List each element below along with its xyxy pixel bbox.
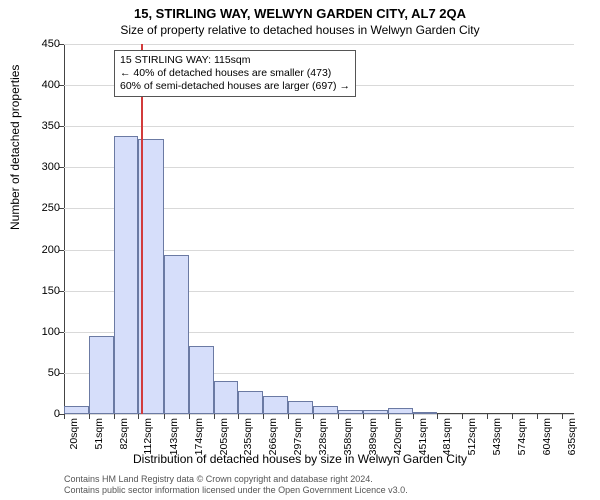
chart-container: 15, STIRLING WAY, WELWYN GARDEN CITY, AL… [0,0,600,500]
ytick-label: 50 [4,367,60,379]
xtick-mark [263,414,264,419]
xtick-mark [114,414,115,419]
footer-line1: Contains HM Land Registry data © Crown c… [64,474,408,485]
xtick-mark [537,414,538,419]
xtick-mark [64,414,65,419]
xtick-mark [288,414,289,419]
xtick-label: 297sqm [292,418,304,456]
histogram-bar [338,410,363,414]
reference-vline [141,44,143,414]
xtick-label: 358sqm [342,418,354,456]
histogram-bar [114,136,138,414]
histogram-bar [413,412,437,414]
histogram-bar [263,396,288,414]
annotation-box: 15 STIRLING WAY: 115sqm← 40% of detached… [114,50,356,97]
xtick-mark [338,414,339,419]
xtick-mark [138,414,139,419]
xtick-label: 481sqm [441,418,453,456]
xtick-label: 174sqm [193,418,205,456]
histogram-bar [313,406,337,414]
xtick-label: 82sqm [118,418,130,456]
xtick-mark [562,414,563,419]
footer-line2: Contains public sector information licen… [64,485,408,496]
xtick-label: 20sqm [68,418,80,456]
annotation-line2: ← 40% of detached houses are smaller (47… [120,67,350,80]
plot-area: 15 STIRLING WAY: 115sqm← 40% of detached… [64,44,574,414]
ytick-label: 0 [4,408,60,420]
histogram-bar [238,391,263,414]
xtick-label: 451sqm [417,418,429,456]
ytick-label: 250 [4,202,60,214]
histogram-bar [214,381,238,414]
gridline [64,414,574,415]
xtick-mark [189,414,190,419]
histogram-bar [288,401,313,414]
xtick-label: 512sqm [466,418,478,456]
xtick-label: 389sqm [367,418,379,456]
ytick-label: 350 [4,120,60,132]
xtick-label: 328sqm [317,418,329,456]
histogram-bar [388,408,413,414]
ytick-label: 400 [4,79,60,91]
xtick-mark [512,414,513,419]
annotation-line1: 15 STIRLING WAY: 115sqm [120,54,350,67]
footer-attribution: Contains HM Land Registry data © Crown c… [64,474,408,496]
xtick-mark [462,414,463,419]
annotation-line3: 60% of semi-detached houses are larger (… [120,80,350,93]
xtick-label: 235sqm [242,418,254,456]
xtick-label: 266sqm [267,418,279,456]
ytick-label: 300 [4,161,60,173]
xtick-label: 51sqm [93,418,105,456]
chart-subtitle: Size of property relative to detached ho… [0,21,600,39]
xtick-mark [214,414,215,419]
ytick-label: 450 [4,38,60,50]
xtick-mark [363,414,364,419]
xtick-label: 420sqm [392,418,404,456]
ytick-label: 100 [4,326,60,338]
histogram-bar [164,255,189,414]
xtick-label: 604sqm [541,418,553,456]
xtick-label: 574sqm [516,418,528,456]
xtick-mark [413,414,414,419]
ytick-label: 150 [4,285,60,297]
xtick-label: 635sqm [566,418,578,456]
xtick-label: 543sqm [491,418,503,456]
histogram-bar [363,410,388,414]
xtick-mark [437,414,438,419]
xtick-mark [164,414,165,419]
xtick-mark [238,414,239,419]
y-axis-line [64,44,65,414]
ytick-label: 200 [4,244,60,256]
xtick-mark [89,414,90,419]
xtick-label: 112sqm [142,418,154,456]
xtick-label: 143sqm [168,418,180,456]
xtick-mark [388,414,389,419]
chart-title: 15, STIRLING WAY, WELWYN GARDEN CITY, AL… [0,0,600,21]
histogram-bar [189,346,214,414]
xtick-label: 205sqm [218,418,230,456]
histogram-bar [89,336,114,414]
xtick-mark [313,414,314,419]
histogram-bar [64,406,89,414]
xtick-mark [487,414,488,419]
